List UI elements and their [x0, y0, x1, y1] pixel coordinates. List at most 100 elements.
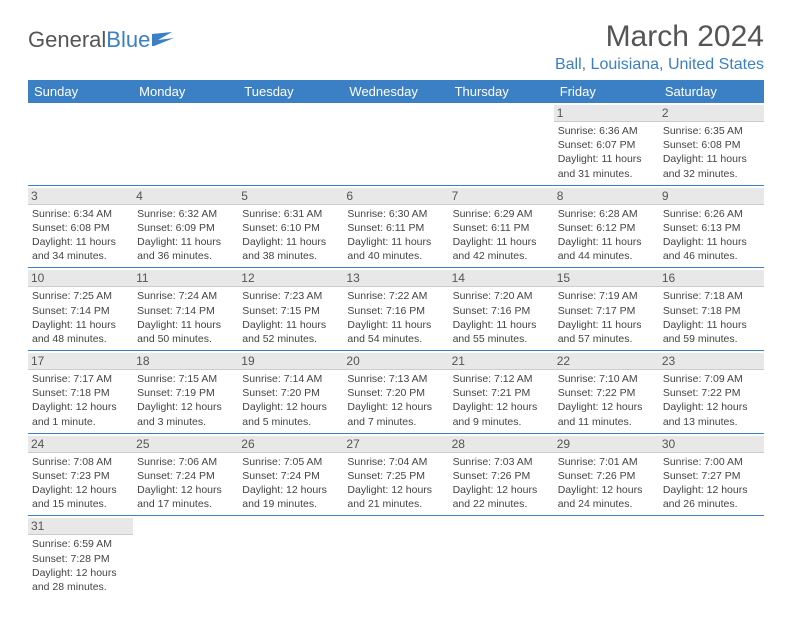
day-number: 23: [659, 353, 764, 370]
day-details: Sunrise: 7:15 AMSunset: 7:19 PMDaylight:…: [137, 372, 234, 429]
day-details: Sunrise: 7:22 AMSunset: 7:16 PMDaylight:…: [347, 289, 444, 346]
day-number: 11: [133, 270, 238, 287]
day-number: 7: [449, 188, 554, 205]
calendar-cell: 18 Sunrise: 7:15 AMSunset: 7:19 PMDayligh…: [133, 351, 238, 434]
calendar-row: 31 Sunrise: 6:59 AMSunset: 7:28 PMDayligh…: [28, 516, 764, 598]
day-number: 6: [343, 188, 448, 205]
calendar-cell: 7 Sunrise: 6:29 AMSunset: 6:11 PMDaylight…: [449, 185, 554, 268]
calendar-cell: 5Sunrise: 6:31 AMSunset: 6:10 PMDaylight…: [238, 185, 343, 268]
dayname-6: Saturday: [659, 80, 764, 103]
calendar-cell-empty: [28, 103, 133, 185]
calendar-cell: 20Sunrise: 7:13 AMSunset: 7:20 PMDayligh…: [343, 351, 448, 434]
calendar-cell: 4 Sunrise: 6:32 AMSunset: 6:09 PMDaylight…: [133, 185, 238, 268]
day-details: Sunrise: 7:19 AMSunset: 7:17 PMDaylight:…: [558, 289, 655, 346]
calendar-row: 10Sunrise: 7:25 AMSunset: 7:14 PMDayligh…: [28, 268, 764, 351]
day-details: Sunrise: 7:18 AMSunset: 7:18 PMDaylight:…: [663, 289, 760, 346]
day-number: 27: [343, 436, 448, 453]
day-number: 3: [28, 188, 133, 205]
calendar-cell: 24Sunrise: 7:08 AMSunset: 7:23 PMDayligh…: [28, 433, 133, 516]
calendar-cell: 2 Sunrise: 6:35 AMSunset: 6:08 PMDaylight…: [659, 103, 764, 185]
dayname-4: Thursday: [449, 80, 554, 103]
dayname-3: Wednesday: [343, 80, 448, 103]
location-text: Ball, Louisiana, United States: [555, 56, 764, 74]
day-number: 1: [554, 105, 659, 122]
calendar-cell: 9 Sunrise: 6:26 AMSunset: 6:13 PMDaylight…: [659, 185, 764, 268]
calendar-cell: 29Sunrise: 7:01 AMSunset: 7:26 PMDayligh…: [554, 433, 659, 516]
logo-text-blue: Blue: [106, 27, 150, 53]
day-number: 15: [554, 270, 659, 287]
calendar-row: 24Sunrise: 7:08 AMSunset: 7:23 PMDayligh…: [28, 433, 764, 516]
calendar-cell: 16 Sunrise: 7:18 AMSunset: 7:18 PMDayligh…: [659, 268, 764, 351]
month-title: March 2024: [555, 20, 764, 54]
calendar-cell: 14 Sunrise: 7:20 AMSunset: 7:16 PMDayligh…: [449, 268, 554, 351]
calendar-cell-empty: [238, 516, 343, 598]
dayname-1: Monday: [133, 80, 238, 103]
day-details: Sunrise: 7:00 AMSunset: 7:27 PMDaylight:…: [663, 455, 760, 512]
day-details: Sunrise: 6:28 AMSunset: 6:12 PMDaylight:…: [558, 207, 655, 264]
calendar-cell: 1Sunrise: 6:36 AMSunset: 6:07 PMDaylight…: [554, 103, 659, 185]
calendar-cell-empty: [449, 103, 554, 185]
day-details: Sunrise: 6:31 AMSunset: 6:10 PMDaylight:…: [242, 207, 339, 264]
day-number: 13: [343, 270, 448, 287]
calendar-head: SundayMondayTuesdayWednesdayThursdayFrid…: [28, 80, 764, 103]
day-number: 26: [238, 436, 343, 453]
calendar-cell: 23 Sunrise: 7:09 AMSunset: 7:22 PMDayligh…: [659, 351, 764, 434]
day-number: 12: [238, 270, 343, 287]
dayname-5: Friday: [554, 80, 659, 103]
logo: GeneralBlue: [28, 26, 174, 54]
day-number: 10: [28, 270, 133, 287]
calendar-row: 17Sunrise: 7:17 AMSunset: 7:18 PMDayligh…: [28, 351, 764, 434]
day-number: 28: [449, 436, 554, 453]
calendar-cell: 21Sunrise: 7:12 AMSunset: 7:21 PMDayligh…: [449, 351, 554, 434]
day-details: Sunrise: 7:23 AMSunset: 7:15 PMDaylight:…: [242, 289, 339, 346]
calendar-cell-empty: [554, 516, 659, 598]
day-number: 17: [28, 353, 133, 370]
day-number: 16: [659, 270, 764, 287]
day-number: 18: [133, 353, 238, 370]
day-details: Sunrise: 6:59 AMSunset: 7:28 PMDaylight:…: [32, 537, 129, 594]
calendar-cell: 10Sunrise: 7:25 AMSunset: 7:14 PMDayligh…: [28, 268, 133, 351]
calendar-page: GeneralBlue March 2024 Ball, Louisiana, …: [0, 0, 792, 618]
day-details: Sunrise: 7:20 AMSunset: 7:16 PMDaylight:…: [453, 289, 550, 346]
day-number: 2: [659, 105, 764, 122]
calendar-cell: 13 Sunrise: 7:22 AMSunset: 7:16 PMDayligh…: [343, 268, 448, 351]
calendar-table: SundayMondayTuesdayWednesdayThursdayFrid…: [28, 80, 764, 598]
day-number: 9: [659, 188, 764, 205]
day-details: Sunrise: 7:10 AMSunset: 7:22 PMDaylight:…: [558, 372, 655, 429]
header: GeneralBlue March 2024 Ball, Louisiana, …: [28, 20, 764, 74]
calendar-cell: 17Sunrise: 7:17 AMSunset: 7:18 PMDayligh…: [28, 351, 133, 434]
day-details: Sunrise: 7:05 AMSunset: 7:24 PMDaylight:…: [242, 455, 339, 512]
day-details: Sunrise: 6:29 AMSunset: 6:11 PMDaylight:…: [453, 207, 550, 264]
day-details: Sunrise: 7:09 AMSunset: 7:22 PMDaylight:…: [663, 372, 760, 429]
calendar-cell: 11Sunrise: 7:24 AMSunset: 7:14 PMDayligh…: [133, 268, 238, 351]
day-details: Sunrise: 6:34 AMSunset: 6:08 PMDaylight:…: [32, 207, 129, 264]
dayname-2: Tuesday: [238, 80, 343, 103]
day-details: Sunrise: 6:26 AMSunset: 6:13 PMDaylight:…: [663, 207, 760, 264]
calendar-cell: 8Sunrise: 6:28 AMSunset: 6:12 PMDaylight…: [554, 185, 659, 268]
calendar-cell: 25Sunrise: 7:06 AMSunset: 7:24 PMDayligh…: [133, 433, 238, 516]
calendar-cell: 28Sunrise: 7:03 AMSunset: 7:26 PMDayligh…: [449, 433, 554, 516]
calendar-cell-empty: [449, 516, 554, 598]
calendar-row: 1Sunrise: 6:36 AMSunset: 6:07 PMDaylight…: [28, 103, 764, 185]
logo-text-general: General: [28, 27, 106, 53]
calendar-cell: 26 Sunrise: 7:05 AMSunset: 7:24 PMDayligh…: [238, 433, 343, 516]
day-details: Sunrise: 7:08 AMSunset: 7:23 PMDaylight:…: [32, 455, 129, 512]
day-details: Sunrise: 6:30 AMSunset: 6:11 PMDaylight:…: [347, 207, 444, 264]
day-number: 22: [554, 353, 659, 370]
day-details: Sunrise: 6:32 AMSunset: 6:09 PMDaylight:…: [137, 207, 234, 264]
day-details: Sunrise: 7:06 AMSunset: 7:24 PMDaylight:…: [137, 455, 234, 512]
logo-flag-icon: [152, 26, 174, 52]
day-number: 31: [28, 518, 133, 535]
calendar-cell-empty: [133, 516, 238, 598]
calendar-cell: 19Sunrise: 7:14 AMSunset: 7:20 PMDayligh…: [238, 351, 343, 434]
calendar-cell-empty: [343, 516, 448, 598]
day-details: Sunrise: 6:35 AMSunset: 6:08 PMDaylight:…: [663, 124, 760, 181]
calendar-cell-empty: [133, 103, 238, 185]
dayname-0: Sunday: [28, 80, 133, 103]
day-details: Sunrise: 7:04 AMSunset: 7:25 PMDaylight:…: [347, 455, 444, 512]
calendar-cell-empty: [659, 516, 764, 598]
calendar-body: 1Sunrise: 6:36 AMSunset: 6:07 PMDaylight…: [28, 103, 764, 598]
calendar-cell: 30Sunrise: 7:00 AMSunset: 7:27 PMDayligh…: [659, 433, 764, 516]
day-number: 14: [449, 270, 554, 287]
day-number: 4: [133, 188, 238, 205]
